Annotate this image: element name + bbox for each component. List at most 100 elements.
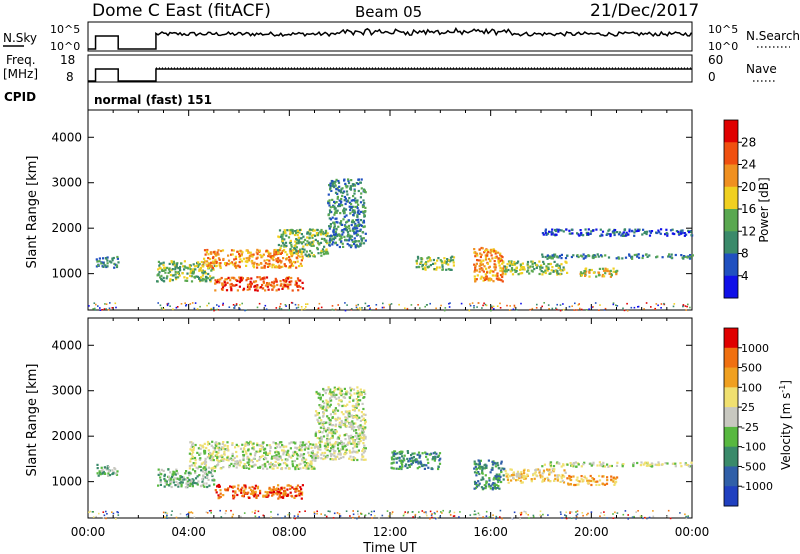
echo-cell — [556, 303, 558, 306]
echo-cell — [325, 249, 328, 252]
echo-cell — [195, 264, 198, 268]
echo-cell — [597, 255, 600, 258]
echo-cell — [326, 445, 329, 448]
echo-cell — [157, 468, 160, 471]
echo-cell — [450, 268, 453, 271]
echo-cell — [512, 474, 515, 477]
echo-cell — [349, 212, 352, 215]
echo-cell — [245, 309, 247, 311]
echo-cell — [223, 450, 226, 453]
echo-cell — [94, 307, 96, 310]
echo-cell — [499, 257, 502, 260]
echo-cell — [331, 198, 334, 201]
colorbar-segment — [724, 426, 738, 448]
echo-cell — [334, 210, 337, 213]
echo-cell — [292, 264, 295, 267]
echo-cell — [583, 461, 586, 464]
echo-cell — [458, 516, 460, 518]
echo-cell — [213, 479, 216, 482]
echo-cell — [249, 251, 252, 254]
echo-cell — [495, 473, 498, 476]
echo-cell — [374, 515, 376, 517]
echo-cell — [649, 231, 652, 234]
echo-cell — [506, 304, 508, 307]
echo-cell — [353, 232, 356, 235]
echo-cell — [261, 283, 264, 287]
echo-cell — [486, 254, 489, 257]
echo-cell — [445, 262, 448, 265]
echo-cell — [435, 268, 438, 271]
echo-cell — [179, 475, 182, 478]
echo-cell — [598, 309, 600, 311]
echo-cell — [570, 228, 573, 231]
echo-cell — [538, 260, 541, 263]
echo-cell — [229, 279, 232, 282]
echo-cell — [349, 386, 352, 389]
echo-cell — [348, 239, 351, 242]
echo-cell — [556, 479, 559, 482]
echo-cell — [239, 459, 242, 462]
echo-cell — [183, 478, 186, 481]
echo-cell — [106, 259, 109, 262]
echo-cell — [318, 302, 321, 305]
echo-cell — [239, 447, 243, 450]
echo-cell — [575, 514, 578, 517]
echo-cell — [354, 416, 357, 419]
echo-cell — [341, 443, 344, 446]
echo-cell — [270, 511, 272, 513]
colorbar-segment — [724, 231, 738, 254]
echo-cell — [507, 473, 510, 476]
echo-cell — [430, 467, 433, 470]
echo-cell — [284, 493, 287, 496]
echo-cell — [544, 228, 547, 231]
echo-cell — [307, 255, 310, 258]
echo-cell — [285, 258, 288, 261]
echo-cell — [326, 232, 329, 235]
echo-cell — [334, 211, 337, 215]
echo-cell — [510, 479, 513, 482]
echo-cell — [427, 256, 430, 259]
echo-cell — [356, 451, 359, 454]
echo-cell — [107, 466, 110, 469]
echo-cell — [344, 184, 347, 187]
echo-cell — [353, 392, 356, 395]
echo-cell — [495, 277, 498, 280]
echo-cell — [195, 466, 198, 469]
echo-cell — [590, 230, 593, 233]
echo-cell — [623, 309, 626, 312]
echo-cell — [332, 231, 335, 234]
echo-cell — [332, 448, 335, 451]
echo-cell — [268, 264, 271, 268]
echo-cell — [478, 268, 481, 271]
echo-cell — [190, 280, 194, 283]
echo-cell — [584, 274, 587, 277]
echo-cell — [209, 278, 212, 282]
echo-cell — [316, 455, 319, 458]
echo-cell — [212, 260, 215, 263]
echo-cell — [325, 439, 328, 442]
echo-cell — [485, 275, 488, 278]
echo-cell — [321, 431, 324, 434]
echo-cell — [549, 480, 552, 483]
echo-cell — [381, 306, 384, 309]
echo-cell — [280, 487, 283, 490]
echo-cell — [441, 268, 444, 271]
echo-cell — [341, 204, 344, 207]
echo-cell — [156, 280, 159, 283]
echo-cell — [492, 486, 495, 489]
echo-cell — [546, 468, 549, 471]
colorbar-segment — [724, 275, 738, 299]
echo-cell — [264, 453, 268, 456]
echo-cell — [482, 304, 484, 307]
echo-cell — [241, 260, 244, 263]
echo-cell — [270, 491, 273, 494]
echo-cell — [97, 264, 100, 267]
echo-cell — [364, 413, 367, 416]
echo-cell — [266, 285, 269, 288]
echo-cell — [478, 265, 481, 268]
echo-cell — [639, 464, 642, 467]
echo-cell — [252, 446, 255, 449]
echo-cell — [403, 513, 406, 515]
echo-cell — [232, 485, 235, 488]
echo-cell — [357, 209, 360, 212]
